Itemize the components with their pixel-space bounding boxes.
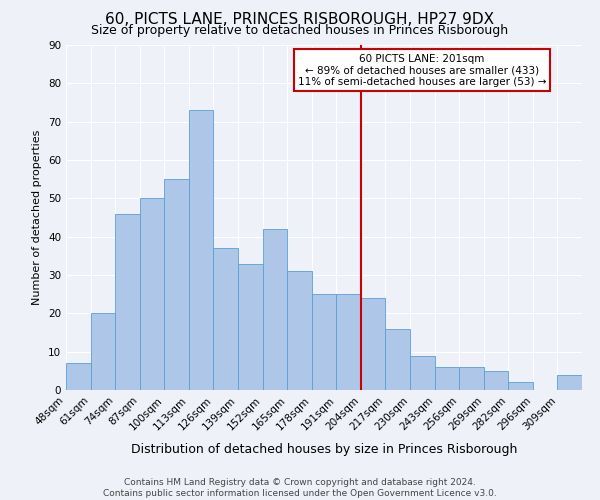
Bar [385,328,410,390]
Bar [263,229,287,390]
Bar [115,214,140,390]
Text: 60 PICTS LANE: 201sqm
← 89% of detached houses are smaller (433)
11% of semi-det: 60 PICTS LANE: 201sqm ← 89% of detached … [298,54,546,87]
Bar [287,271,312,390]
Bar [140,198,164,390]
Text: 60, PICTS LANE, PRINCES RISBOROUGH, HP27 9DX: 60, PICTS LANE, PRINCES RISBOROUGH, HP27… [106,12,494,28]
Bar [336,294,361,390]
Bar [189,110,214,390]
Y-axis label: Number of detached properties: Number of detached properties [32,130,43,305]
X-axis label: Distribution of detached houses by size in Princes Risborough: Distribution of detached houses by size … [131,443,517,456]
Bar [410,356,434,390]
Bar [459,367,484,390]
Bar [238,264,263,390]
Bar [484,371,508,390]
Text: Contains HM Land Registry data © Crown copyright and database right 2024.
Contai: Contains HM Land Registry data © Crown c… [103,478,497,498]
Bar [361,298,385,390]
Bar [434,367,459,390]
Bar [214,248,238,390]
Bar [164,179,189,390]
Bar [66,363,91,390]
Text: Size of property relative to detached houses in Princes Risborough: Size of property relative to detached ho… [91,24,509,37]
Bar [557,374,582,390]
Bar [312,294,336,390]
Bar [508,382,533,390]
Bar [91,314,115,390]
